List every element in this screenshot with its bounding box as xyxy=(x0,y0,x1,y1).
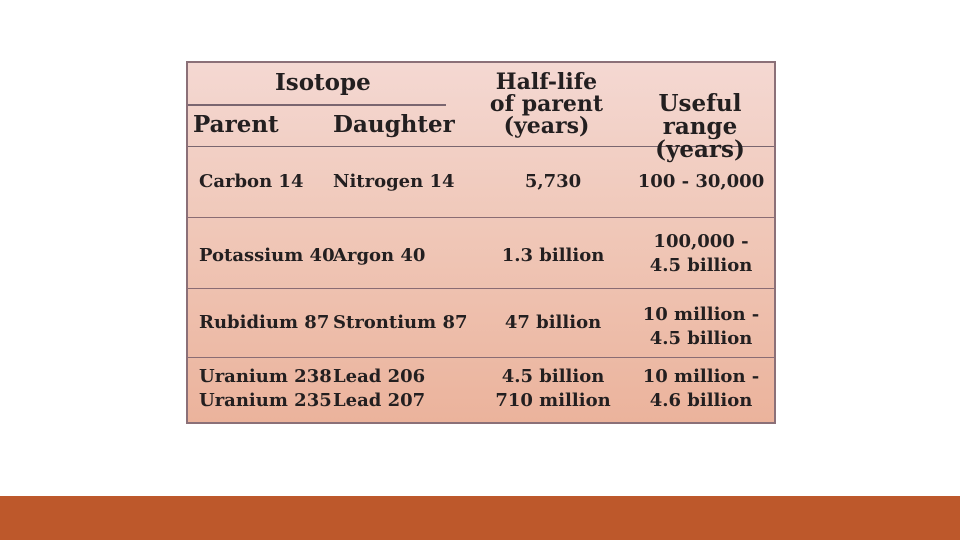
table-header: Isotope Parent Daughter Half-life of par… xyxy=(188,63,774,161)
useful-range-cell: 10 million - 4.6 billion xyxy=(642,366,760,411)
useful-range-cell: 10 million - 4.5 billion xyxy=(642,304,760,349)
daughter-header: Daughter xyxy=(333,111,455,138)
half-life-cell: 4.5 billion 710 million xyxy=(495,366,611,411)
parent-isotope-cell: Rubidium 87 xyxy=(199,312,330,333)
parent-header: Parent xyxy=(193,111,279,138)
table-row: Uranium 238 Uranium 235 Lead 206 Lead 20… xyxy=(188,358,774,424)
table-row: Carbon 14 Nitrogen 14 5,730 100 - 30,000 xyxy=(188,147,774,218)
daughter-isotope-cell: Nitrogen 14 xyxy=(333,171,455,192)
useful-range-header: Useful range (years) xyxy=(655,90,745,163)
table-row: Rubidium 87 Strontium 87 47 billion 10 m… xyxy=(188,289,774,358)
half-life-header: Half-life of parent (years) xyxy=(489,69,604,139)
isotope-half-life-table: Isotope Parent Daughter Half-life of par… xyxy=(186,61,776,424)
half-life-cell: 1.3 billion xyxy=(501,245,605,266)
parent-isotope-cell: Carbon 14 xyxy=(199,171,304,192)
useful-range-cell: 100,000 - 4.5 billion xyxy=(649,231,753,276)
parent-isotope-cell: Potassium 40 xyxy=(199,245,335,266)
isotope-header: Isotope xyxy=(275,69,371,96)
daughter-isotope-cell: Argon 40 xyxy=(333,245,426,266)
parent-isotope-cell: Uranium 238 Uranium 235 xyxy=(199,366,332,411)
table-row: Potassium 40 Argon 40 1.3 billion 100,00… xyxy=(188,218,774,289)
useful-range-cell: 100 - 30,000 xyxy=(637,171,765,192)
isotope-header-divider xyxy=(188,104,446,106)
daughter-isotope-cell: Lead 206 Lead 207 xyxy=(333,366,426,411)
daughter-isotope-cell: Strontium 87 xyxy=(333,312,468,333)
half-life-cell: 5,730 xyxy=(524,171,582,192)
bottom-accent-band xyxy=(0,496,960,540)
half-life-cell: 47 billion xyxy=(504,312,602,333)
